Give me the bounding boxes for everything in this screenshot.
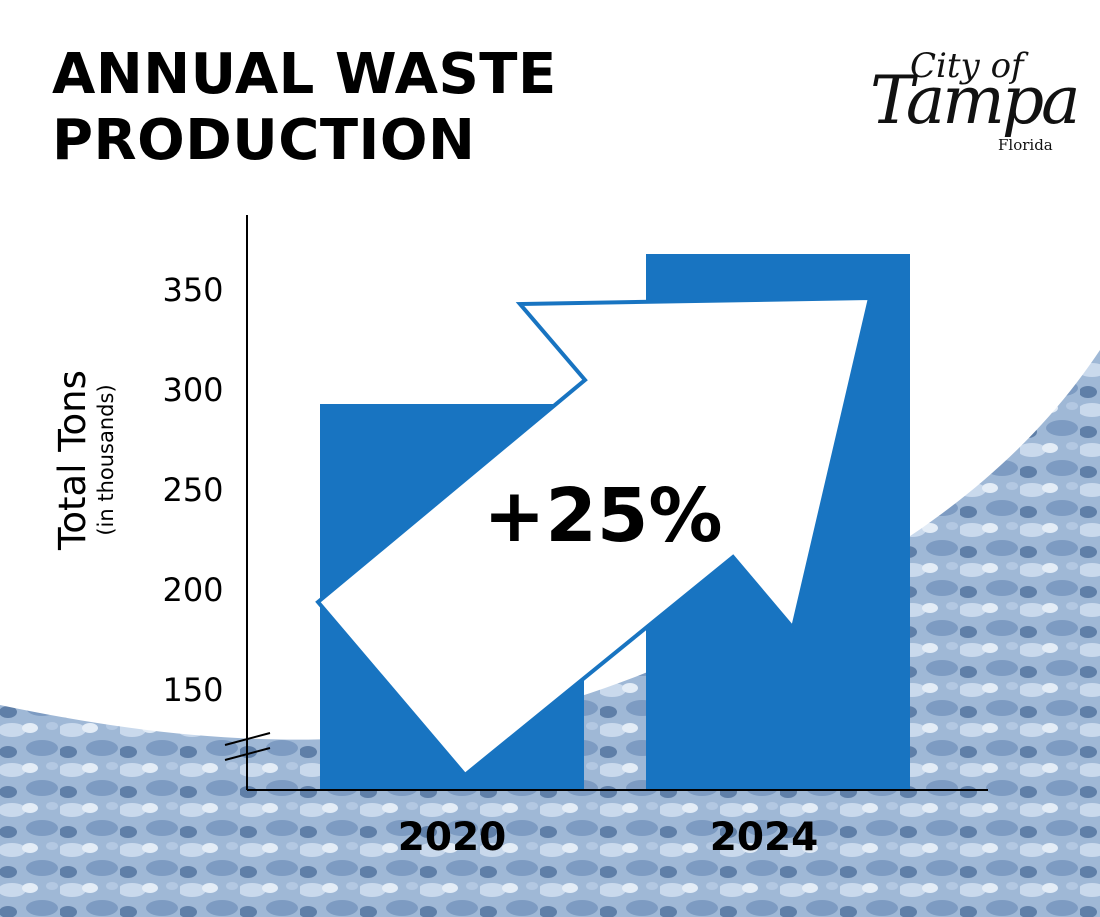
y-tick-label-350: 350 — [162, 271, 223, 309]
y-tick-label-150: 150 — [162, 671, 223, 709]
y-tick-label-300: 300 — [162, 371, 223, 409]
axis-break-icon — [224, 732, 271, 761]
x-tick-label-2024: 2024 — [710, 815, 819, 860]
chart-title: ANNUAL WASTE PRODUCTION — [52, 42, 557, 174]
percent-change-label: +25% — [483, 473, 722, 559]
logo-florida-text: Florida — [998, 136, 1053, 154]
x-tick-label-2020: 2020 — [398, 815, 507, 860]
logo-city-text: City of — [910, 46, 1024, 86]
title-line-2: PRODUCTION — [52, 108, 476, 173]
increase-arrow-icon — [315, 295, 873, 778]
y-tick-label-200: 200 — [162, 571, 223, 609]
city-of-tampa-logo: City of Tampa Florida — [866, 40, 1080, 170]
title-line-1: ANNUAL WASTE — [52, 42, 557, 107]
logo-tampa-text: Tampa — [870, 62, 1080, 139]
y-tick-label-250: 250 — [162, 471, 223, 509]
